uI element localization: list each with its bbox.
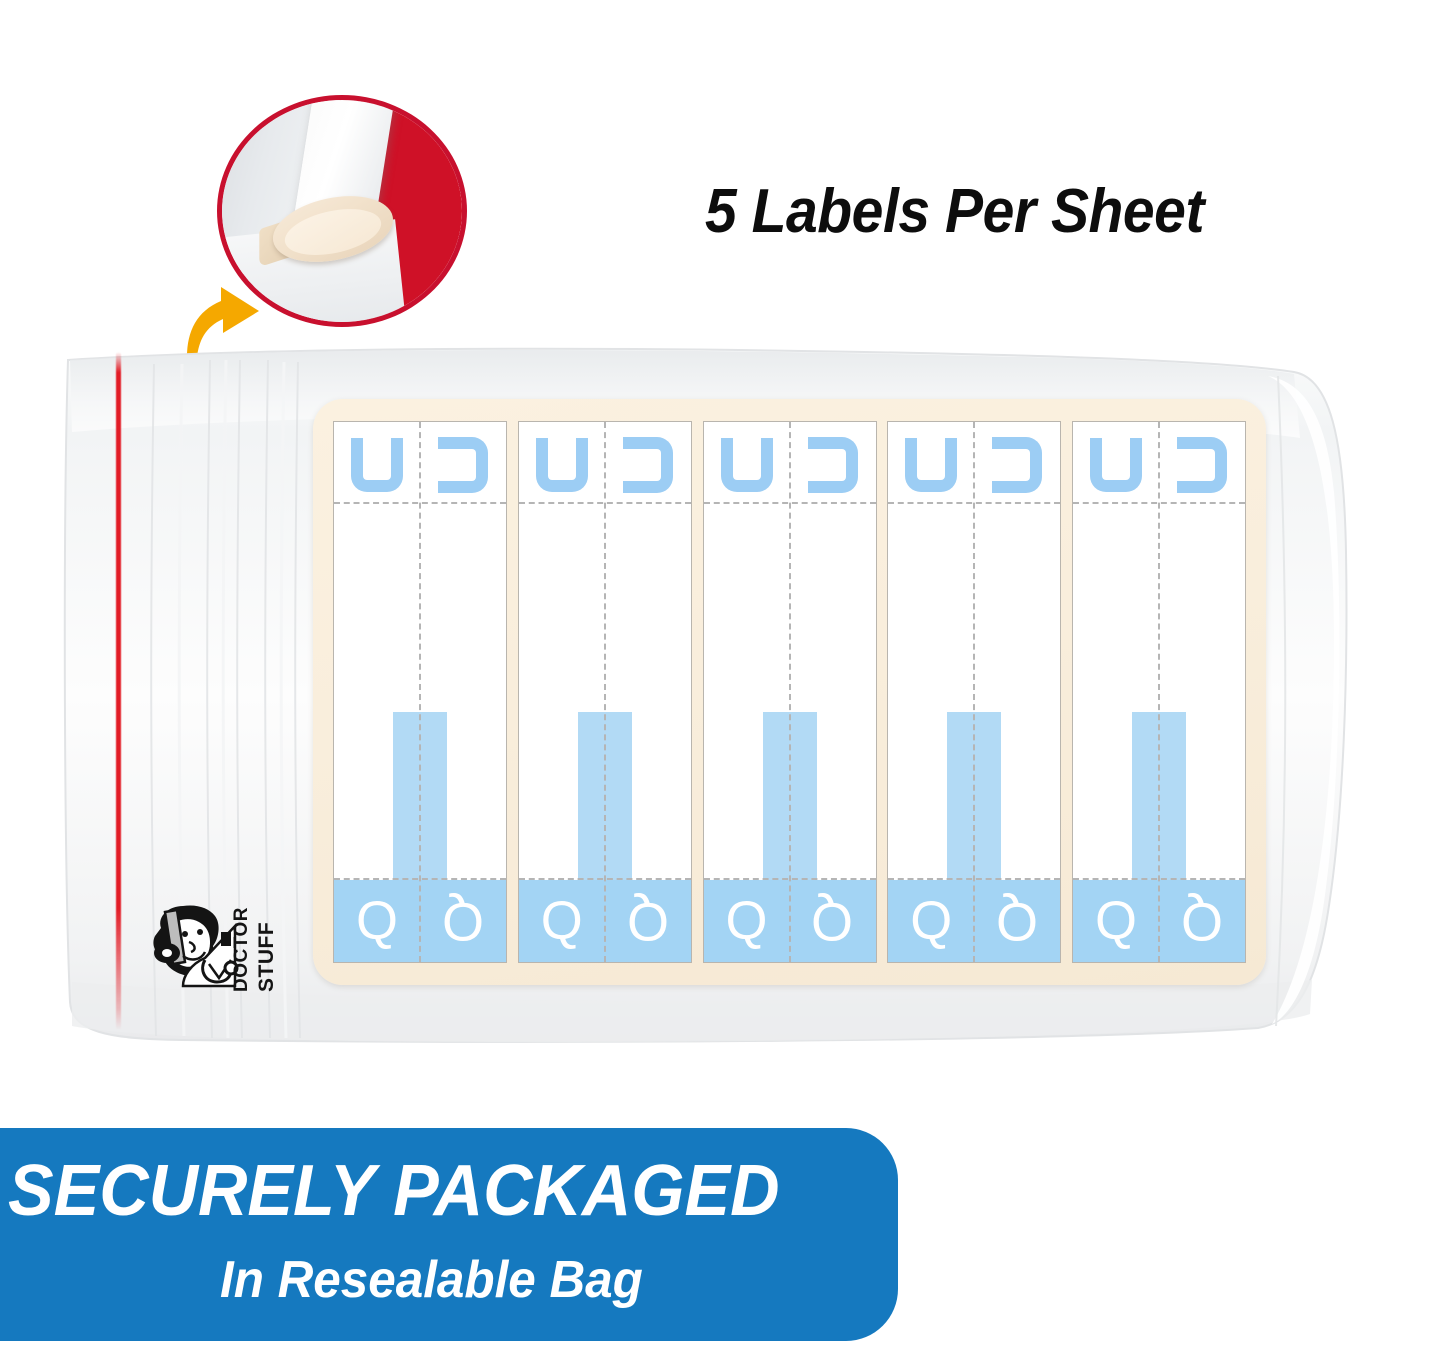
perforation-vertical <box>788 422 791 962</box>
partial-q-rotated-glyph-icon <box>622 437 673 493</box>
zipper-closeup-magnifier <box>217 95 467 327</box>
doctor-stuff-logo: DOCTOR STUFF <box>143 898 288 998</box>
perforation-vertical <box>973 422 976 962</box>
partial-q-glyph-icon <box>905 438 958 492</box>
perforation-vertical <box>419 422 421 962</box>
glyph-cell-right <box>790 422 876 502</box>
bag-zipper-line <box>116 352 121 1030</box>
glyph-cell-right <box>974 422 1060 502</box>
label-letter: Q <box>1094 891 1137 951</box>
partial-q-glyph-icon <box>720 438 773 492</box>
page-title: 5 Labels Per Sheet <box>705 177 1204 246</box>
partial-q-rotated-glyph-icon <box>992 437 1043 493</box>
banner-headline: SECURELY PACKAGED <box>8 1151 780 1231</box>
label-sheet: Q Q Q Q <box>313 399 1266 985</box>
magnifier-contents <box>222 100 462 322</box>
band-cell-right: Q <box>420 880 506 962</box>
label-column[interactable]: Q Q <box>517 421 692 963</box>
banner-subline: In Resealable Bag <box>220 1251 643 1309</box>
label-top-glyphs <box>334 422 506 502</box>
label-column[interactable]: Q Q <box>702 421 877 963</box>
label-letter-rotated: Q <box>441 891 484 951</box>
glyph-cell-right <box>605 422 691 502</box>
band-cell-left: Q <box>888 880 974 962</box>
label-letter-rotated: Q <box>811 891 854 951</box>
label-letter: Q <box>540 891 583 951</box>
glyph-cell-right <box>1159 422 1245 502</box>
band-cell-left: Q <box>1073 880 1159 962</box>
glyph-cell-left <box>519 422 605 502</box>
label-letter-rotated: Q <box>1180 891 1223 951</box>
svg-text:DOCTOR: DOCTOR <box>231 907 252 992</box>
partial-q-rotated-glyph-icon <box>1177 437 1227 493</box>
partial-q-rotated-glyph-icon <box>438 437 488 493</box>
band-cell-left: Q <box>519 880 605 962</box>
securely-packaged-banner: SECURELY PACKAGED In Resealable Bag <box>0 1128 898 1341</box>
label-letter-rotated: Q <box>626 891 669 951</box>
band-cell-right: Q <box>1159 880 1245 962</box>
label-top-glyphs <box>888 422 1060 502</box>
label-column[interactable]: Q Q <box>1072 421 1246 963</box>
label-letter-rotated: Q <box>996 891 1039 951</box>
glyph-cell-left <box>704 422 790 502</box>
label-top-glyphs <box>704 422 876 502</box>
label-column[interactable]: Q Q <box>887 421 1062 963</box>
band-cell-right: Q <box>974 880 1060 962</box>
label-top-glyphs <box>519 422 691 502</box>
glyph-cell-right <box>420 422 506 502</box>
band-cell-right: Q <box>790 880 876 962</box>
partial-q-glyph-icon <box>351 438 403 492</box>
partial-q-glyph-icon <box>1090 438 1142 492</box>
glyph-cell-left <box>888 422 974 502</box>
label-letter: Q <box>910 891 953 951</box>
band-cell-left: Q <box>704 880 790 962</box>
partial-q-glyph-icon <box>535 438 588 492</box>
band-cell-left: Q <box>334 880 420 962</box>
perforation-vertical <box>603 422 606 962</box>
glyph-cell-left <box>1073 422 1159 502</box>
callout-arrow-icon <box>183 283 283 358</box>
glyph-cell-left <box>334 422 420 502</box>
label-letter: Q <box>355 891 398 951</box>
perforation-vertical <box>1158 422 1160 962</box>
svg-text:STUFF: STUFF <box>255 922 278 992</box>
label-column[interactable]: Q Q <box>333 421 507 963</box>
label-top-glyphs <box>1073 422 1245 502</box>
band-cell-right: Q <box>605 880 691 962</box>
label-letter: Q <box>725 891 768 951</box>
partial-q-rotated-glyph-icon <box>807 437 858 493</box>
